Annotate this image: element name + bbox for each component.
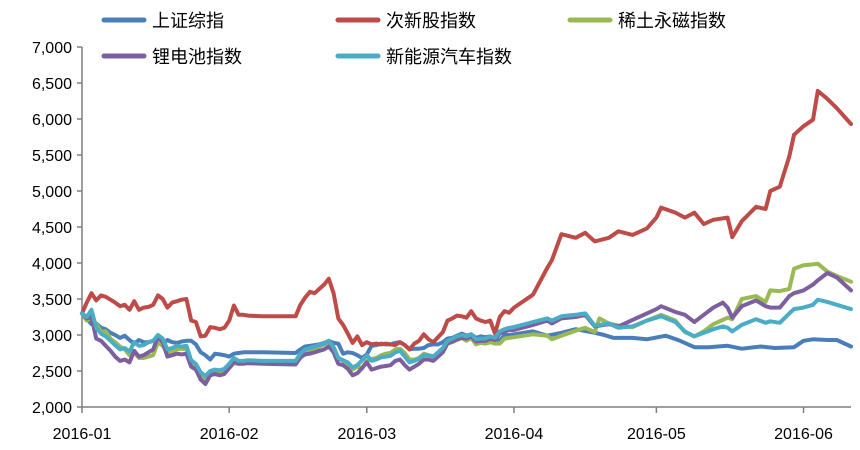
y-tick-label: 4,000 (32, 256, 72, 273)
legend-label: 上证综指 (152, 11, 224, 32)
y-tick-label: 3,000 (32, 328, 72, 345)
x-tick-label: 2016-02 (200, 426, 259, 443)
legend-label: 锂电池指数 (152, 47, 242, 68)
legend-entry-3: 稀土永磁指数 (567, 11, 726, 32)
x-tick-label: 2016-03 (337, 426, 396, 443)
legend-entry-5: 新能源汽车指数 (335, 47, 512, 68)
y-tick-label: 6,000 (32, 112, 72, 129)
y-tick-label: 5,000 (32, 184, 72, 201)
y-tick-label: 3,500 (32, 292, 72, 309)
legend-entry-1: 上证综指 (101, 11, 224, 32)
series-line-5 (80, 297, 853, 378)
series-line-2 (80, 88, 853, 352)
y-tick-label: 2,000 (32, 400, 72, 417)
series-line-4 (80, 271, 853, 386)
y-tick-label: 7,000 (32, 40, 72, 57)
plot-area (80, 88, 853, 386)
x-tick-label: 2016-01 (53, 426, 112, 443)
legend-entry-4: 锂电池指数 (101, 47, 242, 68)
y-tick-label: 6,500 (32, 76, 72, 93)
x-tick-label: 2016-04 (485, 426, 544, 443)
legend-label: 次新股指数 (386, 11, 476, 32)
y-tick-label: 2,500 (32, 364, 72, 381)
x-tick-label: 2016-06 (774, 426, 833, 443)
y-tick-label: 5,500 (32, 148, 72, 165)
y-axis: 2,000 2,500 3,000 3,500 4,000 4,500 5,000 5,500… (32, 40, 83, 417)
legend-label: 新能源汽车指数 (386, 47, 512, 68)
x-tick-label: 2016-05 (627, 426, 686, 443)
legend-label: 稀土永磁指数 (618, 11, 726, 32)
y-tick-label: 4,500 (32, 220, 72, 237)
x-axis: 2016-01 2016-02 2016-03 2016-04 2016-05 2016-… (53, 406, 851, 443)
legend-entry-2: 次新股指数 (335, 11, 476, 32)
